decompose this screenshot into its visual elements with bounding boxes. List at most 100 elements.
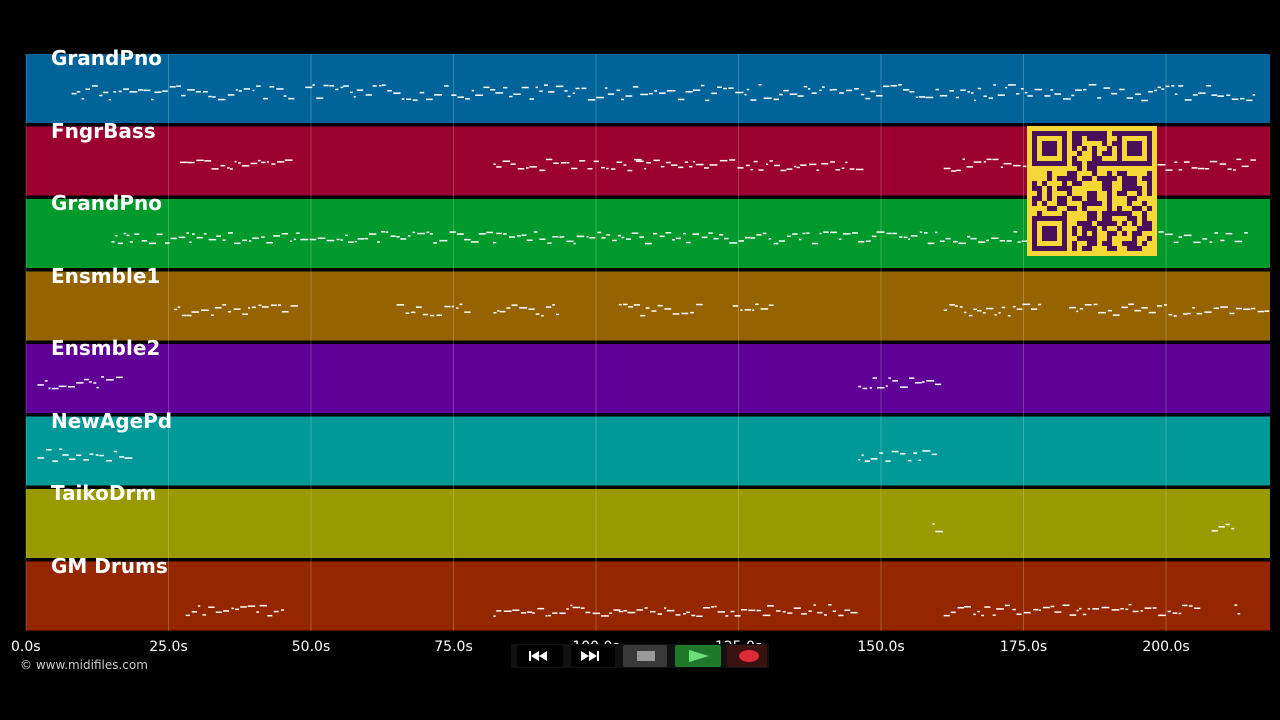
note xyxy=(709,164,718,166)
note xyxy=(756,234,762,236)
note xyxy=(170,237,177,240)
note xyxy=(1082,88,1087,91)
note xyxy=(991,237,999,239)
note xyxy=(645,307,650,309)
note xyxy=(1167,610,1171,613)
note xyxy=(1135,93,1142,95)
note xyxy=(955,305,958,307)
note xyxy=(1220,306,1228,308)
note xyxy=(422,313,428,316)
note xyxy=(1165,85,1170,88)
note xyxy=(261,236,265,238)
record-button[interactable] xyxy=(727,645,767,667)
note xyxy=(717,611,725,613)
note xyxy=(227,94,235,96)
note xyxy=(1003,162,1012,165)
note xyxy=(293,238,296,241)
note xyxy=(876,231,885,233)
note xyxy=(745,164,750,167)
note xyxy=(664,607,667,609)
note xyxy=(1173,241,1179,244)
note xyxy=(234,160,237,163)
note xyxy=(181,314,187,317)
note xyxy=(665,232,672,234)
note xyxy=(37,457,45,459)
note xyxy=(597,231,602,234)
play-icon xyxy=(689,650,709,662)
note xyxy=(138,89,144,91)
note xyxy=(222,304,227,306)
note xyxy=(806,232,810,234)
note xyxy=(329,85,335,87)
note xyxy=(1005,86,1008,89)
note xyxy=(211,168,219,170)
note xyxy=(971,92,974,94)
note xyxy=(430,314,435,317)
note xyxy=(1174,93,1178,95)
note xyxy=(251,306,257,309)
note xyxy=(915,96,918,98)
note xyxy=(618,303,622,306)
note xyxy=(1214,232,1219,234)
note xyxy=(227,311,232,313)
note xyxy=(601,615,609,617)
note xyxy=(99,94,103,97)
note xyxy=(838,614,844,617)
play-button[interactable] xyxy=(675,645,721,667)
note xyxy=(828,604,832,606)
note xyxy=(559,236,563,238)
note xyxy=(393,92,401,94)
track-label: GrandPno xyxy=(51,46,162,70)
note xyxy=(169,86,176,88)
qr-code xyxy=(1027,126,1157,256)
note xyxy=(960,89,966,91)
note xyxy=(316,97,324,99)
note xyxy=(113,91,117,93)
note xyxy=(521,234,527,236)
note xyxy=(552,236,559,238)
note xyxy=(493,615,496,617)
note xyxy=(490,89,496,91)
note xyxy=(1191,167,1198,169)
note xyxy=(1112,314,1120,316)
rewind-button[interactable] xyxy=(517,645,563,667)
note xyxy=(1226,94,1231,96)
note xyxy=(773,98,779,101)
note xyxy=(95,454,99,456)
note xyxy=(117,242,123,245)
note xyxy=(527,611,533,613)
note xyxy=(247,605,256,607)
note xyxy=(465,98,470,100)
note xyxy=(459,303,463,306)
note xyxy=(728,87,734,89)
note xyxy=(71,92,77,95)
note xyxy=(1016,93,1020,95)
note xyxy=(1007,84,1016,86)
note xyxy=(935,88,939,91)
note xyxy=(824,614,827,616)
note xyxy=(616,161,623,163)
note xyxy=(537,607,545,610)
stop-button[interactable] xyxy=(623,645,667,667)
note xyxy=(1004,604,1010,607)
note xyxy=(510,163,516,165)
note xyxy=(939,95,948,97)
note xyxy=(1240,97,1245,100)
note xyxy=(1042,606,1050,609)
note xyxy=(499,310,506,313)
note xyxy=(68,386,75,388)
note xyxy=(760,308,769,310)
note xyxy=(368,233,377,235)
note xyxy=(471,89,474,92)
note xyxy=(539,238,546,240)
note xyxy=(1234,240,1243,243)
note xyxy=(1141,307,1148,309)
note xyxy=(622,303,628,306)
note xyxy=(1023,611,1031,614)
fast-forward-button[interactable] xyxy=(571,645,615,667)
note xyxy=(1062,604,1070,606)
note xyxy=(233,308,241,310)
note xyxy=(870,90,876,93)
note xyxy=(1020,88,1024,90)
note xyxy=(517,235,521,237)
